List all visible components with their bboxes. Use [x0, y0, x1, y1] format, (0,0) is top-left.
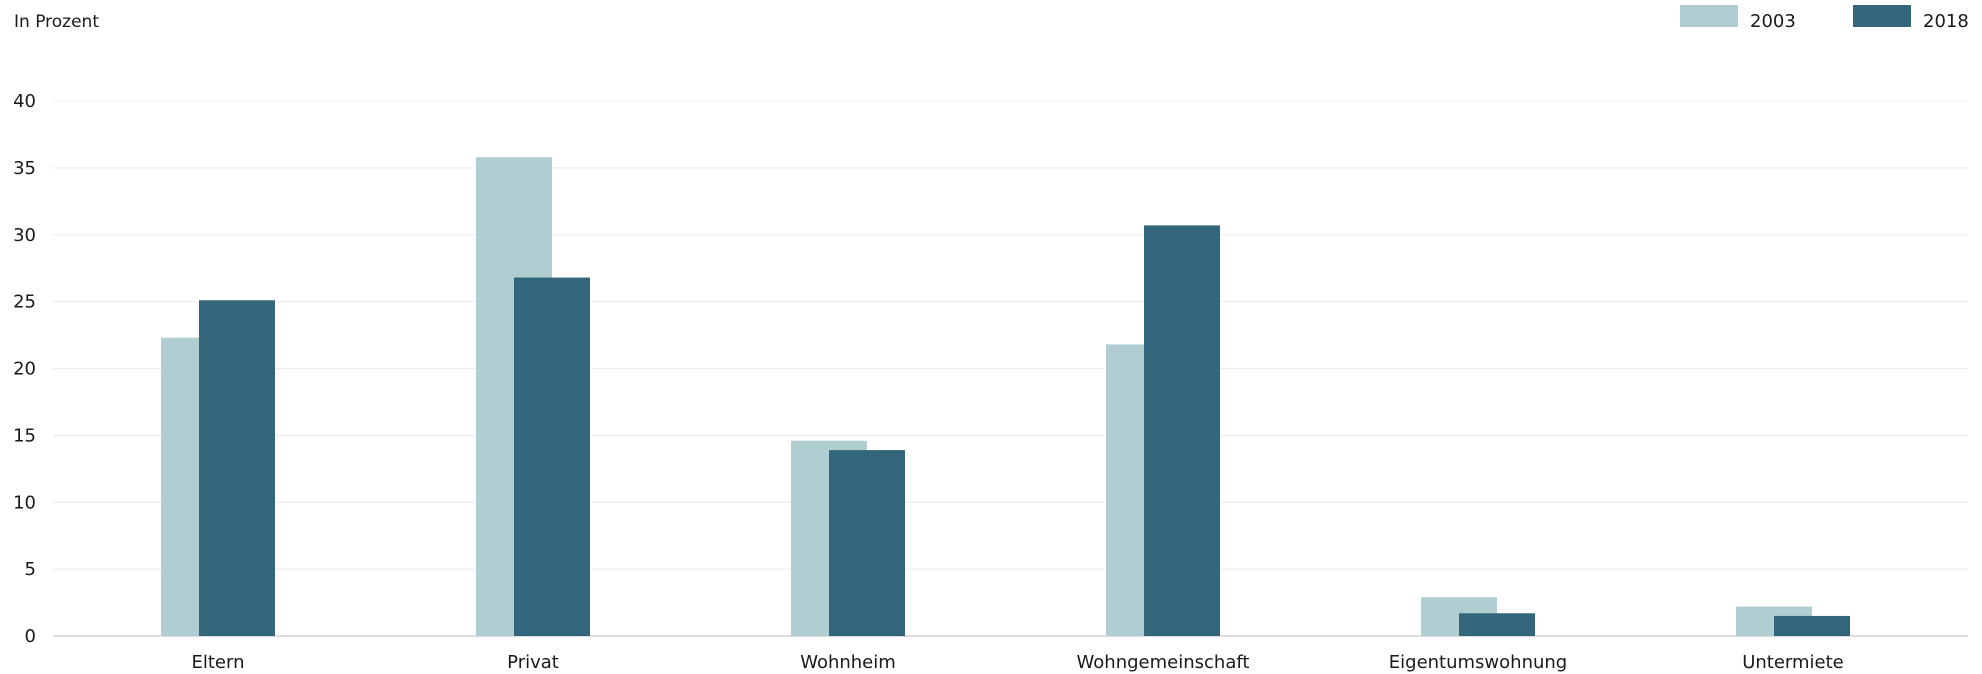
y-tick-label: 5	[25, 559, 36, 580]
bar-2018-eltern	[199, 300, 275, 636]
legend-swatch-2018	[1853, 5, 1911, 27]
gridlines	[53, 100, 1968, 637]
legend-label-2018: 2018	[1923, 11, 1969, 32]
y-tick-label: 30	[13, 225, 36, 246]
x-category-label: Wohnheim	[800, 652, 896, 673]
y-tick-label: 35	[13, 158, 36, 179]
legend-swatch-2003	[1680, 5, 1738, 27]
bar-2018-wohnheim	[829, 450, 905, 636]
x-category-label: Untermiete	[1742, 652, 1844, 673]
legend-label-2003: 2003	[1750, 11, 1796, 32]
bar-2018-untermiete	[1774, 615, 1850, 636]
y-tick-label: 40	[13, 91, 36, 112]
bars	[161, 157, 1850, 637]
x-category-label: Eltern	[192, 652, 245, 673]
y-tick-label: 0	[25, 626, 36, 647]
y-tick-label: 10	[13, 492, 36, 513]
x-category-label: Privat	[507, 652, 559, 673]
bar-2018-eigentumswohnung	[1459, 613, 1535, 636]
legend: 2003 2018	[1680, 5, 1969, 32]
x-axis-labels: Eltern Privat Wohnheim Wohngemeinschaft Eige…	[192, 652, 1844, 673]
x-category-label: Eigentumswohnung	[1389, 652, 1567, 673]
bar-2018-wohngemeinschaft	[1144, 225, 1220, 636]
y-axis-ticks: 0 5 10 15 20 25 30 35 40	[13, 91, 36, 647]
x-category-label: Wohngemeinschaft	[1077, 652, 1250, 673]
y-tick-label: 20	[13, 359, 36, 380]
y-tick-label: 25	[13, 292, 36, 313]
y-tick-label: 15	[13, 425, 36, 446]
y-axis-label: In Prozent	[14, 12, 99, 32]
bar-2018-privat	[514, 277, 590, 636]
